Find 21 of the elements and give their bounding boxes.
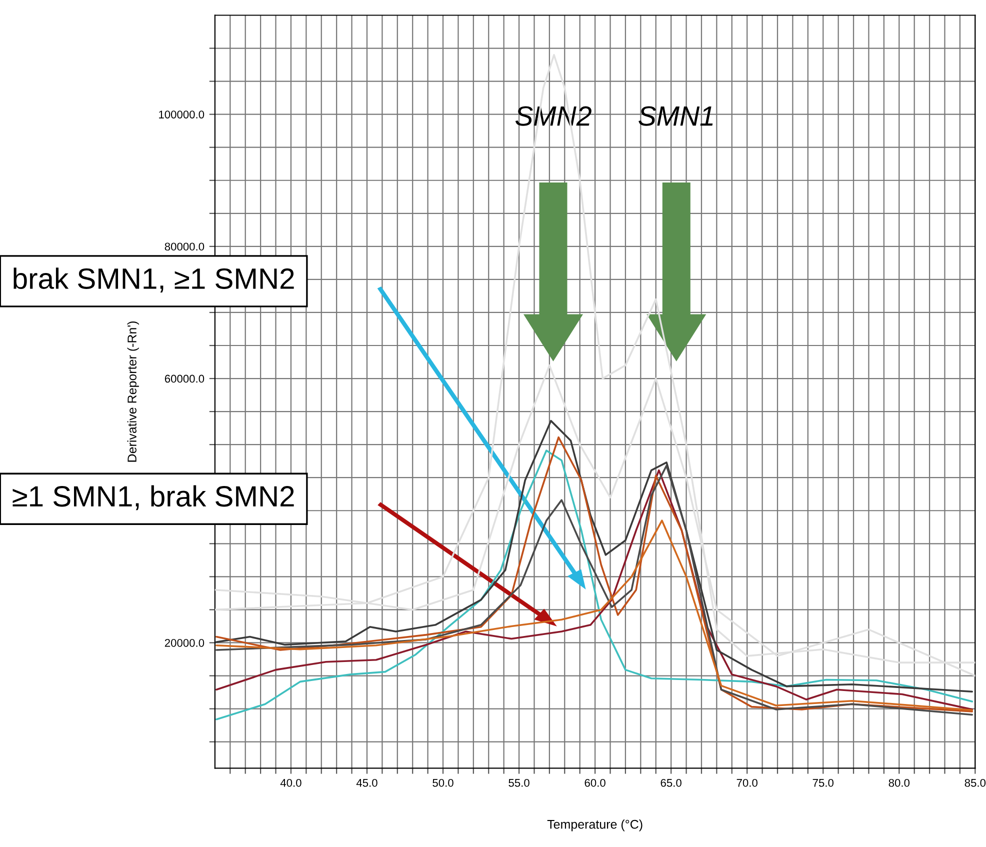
annotation: SMN2: [515, 106, 592, 126]
y-axis-title: Derivative Reporter (-Rn'): [127, 322, 139, 462]
y-tick-label: 60000.0: [164, 374, 204, 383]
x-tick-label: 60.0: [584, 778, 606, 787]
annotation: SMN1: [638, 106, 713, 126]
x-tick-label: 85.0: [964, 778, 986, 787]
y-tick-label: 80000.0: [164, 242, 204, 251]
annotation: brak SMN1, ≥1 SMN2: [14, 268, 294, 292]
x-tick-label: 45.0: [356, 778, 378, 787]
x-tick-label: 65.0: [660, 778, 682, 787]
x-tick-label: 55.0: [508, 778, 530, 787]
y-tick-label: 20000.0: [164, 639, 204, 647]
y-tick-label: 100000.0: [159, 110, 204, 118]
x-tick-label: 75.0: [812, 778, 834, 787]
x-tick-label: 70.0: [736, 778, 758, 787]
x-tick-label: 50.0: [432, 778, 454, 787]
x-axis-title: Temperature (°C): [547, 820, 642, 832]
x-tick-label: 40.0: [280, 778, 302, 787]
annotation: ≥1 SMN1, brak SMN2: [12, 485, 294, 510]
line-series: [216, 520, 974, 712]
x-tick-label: 80.0: [888, 778, 910, 787]
